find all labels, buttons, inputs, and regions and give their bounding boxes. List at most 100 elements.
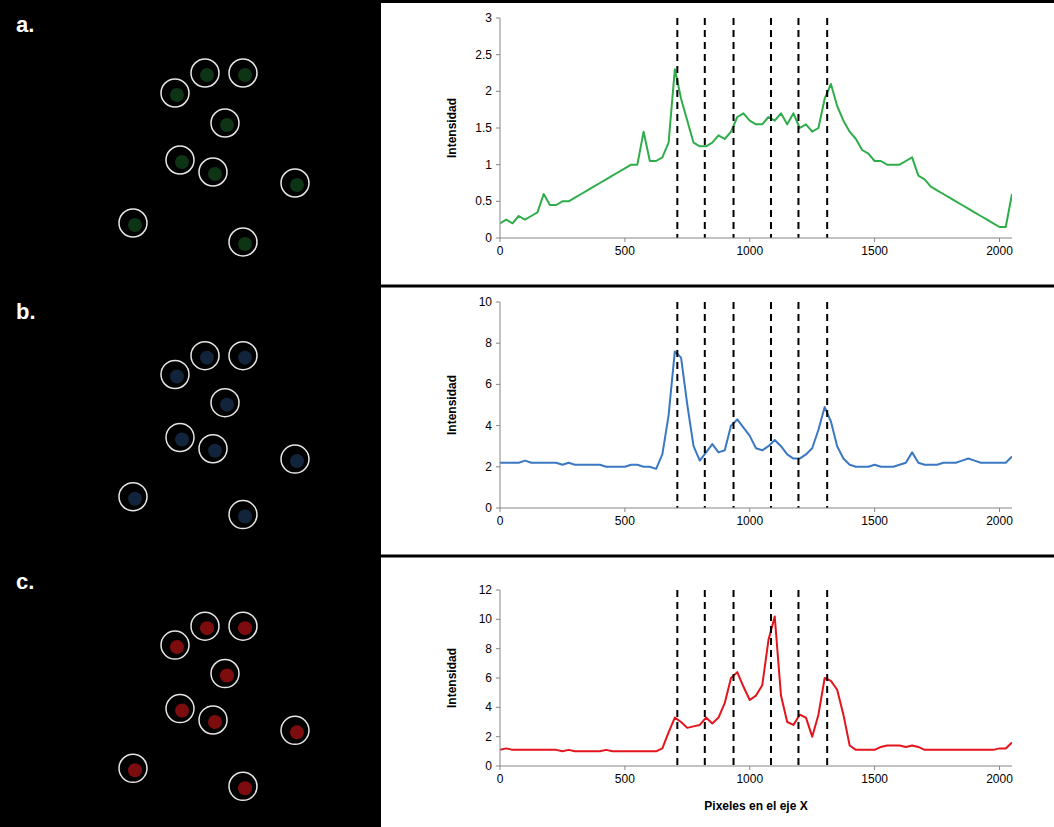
y-tick-label: 0 [485,501,492,515]
panel-letter: c. [16,569,34,594]
background [0,0,1054,827]
x-tick-label: 500 [615,772,635,786]
x-tick-label: 1000 [736,772,763,786]
x-tick-label: 2000 [986,772,1013,786]
cell-circle [229,501,257,529]
x-tick [999,508,1000,512]
cell-circle [161,79,189,107]
panel: a.00.511.522.530500100015002000Intensida… [16,11,1013,258]
y-tick-label: 0 [485,759,492,773]
cell-circle [281,716,309,744]
cell-circle [166,423,194,451]
y-tick-label: 3 [485,11,492,25]
cell-circle [199,158,227,186]
x-tick [874,508,875,512]
x-tick [874,238,875,242]
plot-area [500,590,1012,766]
y-tick [496,508,500,509]
x-tick [999,238,1000,242]
x-tick-label: 1000 [736,514,763,528]
frame-line [379,0,381,827]
x-tick-label: 0 [497,244,504,258]
y-tick [496,128,500,129]
x-axis-title: Pixeles en el eje X [704,799,807,813]
y-tick [496,648,500,649]
cell-signal [208,715,222,729]
cell-circle [229,228,257,256]
y-tick-label: 2 [485,460,492,474]
y-tick [496,302,500,303]
y-tick-label: 2.5 [475,48,492,62]
cell-signal [238,621,252,635]
y-tick [496,707,500,708]
y-tick [496,18,500,19]
cell-circle [281,169,309,197]
cell-circle [211,109,239,137]
cell-circle [199,435,227,463]
cell-signal [208,167,222,181]
cell-signal [220,398,234,412]
x-tick-label: 1500 [861,514,888,528]
cell-signal [238,68,252,82]
frame-line [380,0,1054,3]
plot-area [500,302,1012,508]
y-tick [496,678,500,679]
x-tick-label: 2000 [986,244,1013,258]
x-tick [874,766,875,770]
reference-line [676,590,678,766]
x-tick [999,766,1000,770]
reference-line [733,590,735,766]
cell-signal [238,237,252,251]
cell-signal [175,704,189,718]
cell-signal [220,669,234,683]
x-tick [749,238,750,242]
cell-circle [211,660,239,688]
panel: b.02468100500100015002000Intensidad [16,295,1013,529]
plot-area [500,18,1012,238]
y-tick-label: 0.5 [475,194,492,208]
x-tick-label: 1500 [861,772,888,786]
intensity-line [500,69,1012,227]
x-tick [500,508,501,512]
y-tick [496,619,500,620]
y-tick [496,766,500,767]
x-tick [624,238,625,242]
cell-circle [229,772,257,800]
cell-circle [191,612,219,640]
cell-signal [128,218,142,232]
y-tick [496,590,500,591]
x-axis [500,508,1012,509]
frame-line [0,285,1054,288]
figure: a.00.511.522.530500100015002000Intensida… [0,0,1054,827]
x-tick-label: 1500 [861,244,888,258]
cell-signal [128,492,142,506]
y-tick-label: 10 [479,295,493,309]
y-tick [496,54,500,55]
x-tick-label: 0 [497,772,504,786]
cell-signal [128,763,142,777]
cell-circle [166,695,194,723]
x-tick [624,508,625,512]
cell-signal [175,155,189,169]
frame-line [0,555,1054,558]
x-tick [749,766,750,770]
cell-signal [208,444,222,458]
cell-circle [191,59,219,87]
reference-line [826,590,828,766]
x-axis [500,238,1012,239]
y-axis-title: Intensidad [445,98,459,158]
y-tick-label: 2 [485,84,492,98]
cell-signal [175,432,189,446]
y-tick-label: 8 [485,642,492,656]
y-axis-title: Intensidad [445,375,459,435]
cell-circle [211,389,239,417]
reference-line [676,18,678,238]
x-tick [749,508,750,512]
cell-signal [238,781,252,795]
y-tick-label: 12 [479,583,493,597]
reference-line [797,302,799,508]
y-tick-label: 6 [485,671,492,685]
y-tick [496,238,500,239]
reference-line [770,18,772,238]
intensity-line [500,351,1012,468]
